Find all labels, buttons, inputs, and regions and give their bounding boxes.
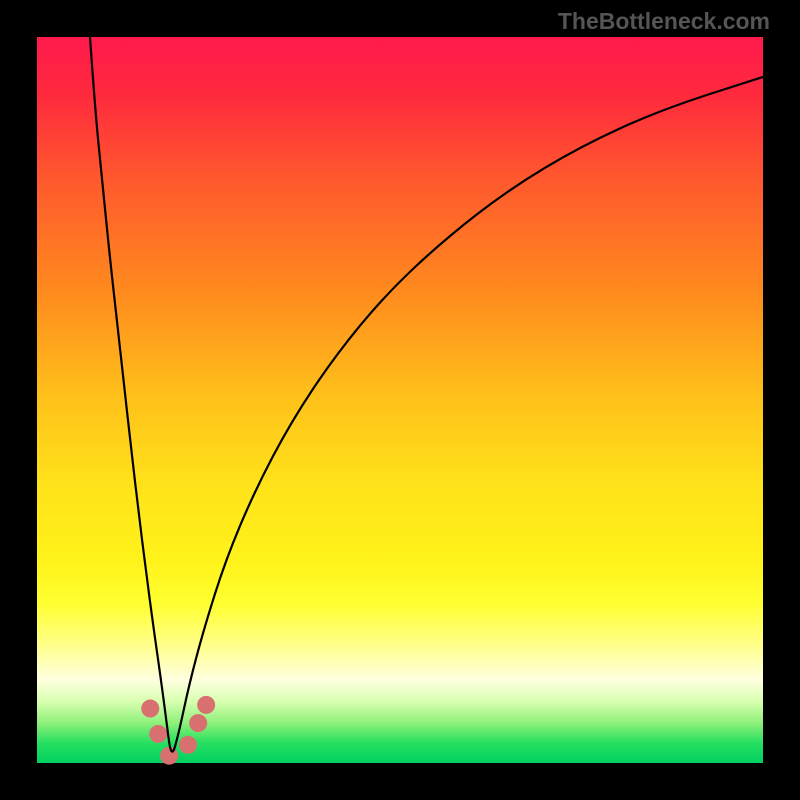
marker-dot bbox=[149, 725, 167, 743]
watermark-text: TheBottleneck.com bbox=[558, 8, 770, 35]
marker-dot bbox=[189, 714, 207, 732]
marker-dot bbox=[197, 696, 215, 714]
marker-dot bbox=[179, 736, 197, 754]
stage: TheBottleneck.com bbox=[0, 0, 800, 800]
marker-dot bbox=[141, 700, 159, 718]
marker-dot bbox=[160, 747, 178, 765]
chart-svg bbox=[37, 37, 763, 763]
plot-area bbox=[37, 37, 763, 763]
bottleneck-curve bbox=[90, 37, 763, 752]
